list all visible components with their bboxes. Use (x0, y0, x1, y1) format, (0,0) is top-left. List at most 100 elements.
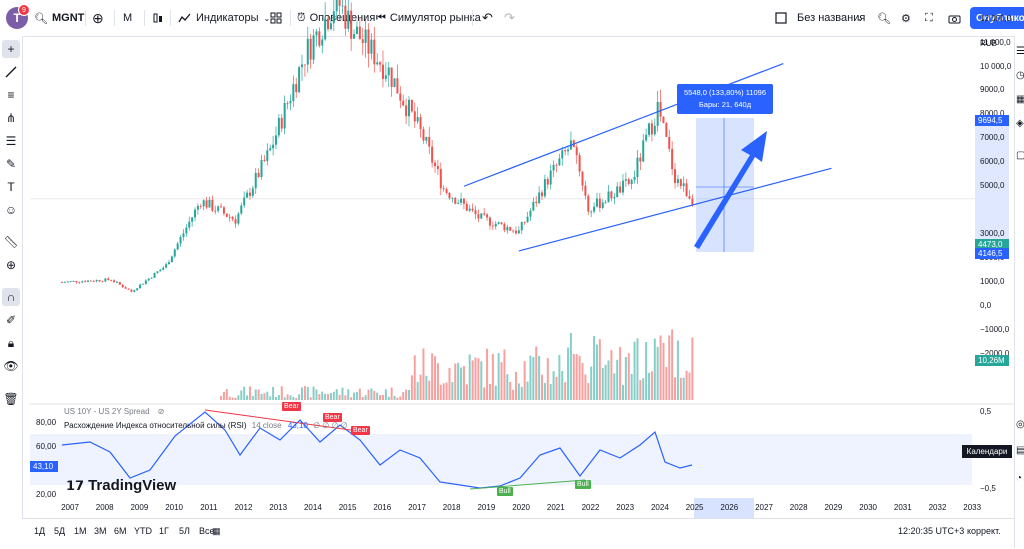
clock[interactable]: 12:20:35 UTC+3 (898, 526, 965, 536)
trash-icon[interactable]: 🗑︎ (3, 392, 19, 406)
redo-icon[interactable]: ↷ (504, 10, 515, 25)
watchlist-icon[interactable]: ☰ (1016, 46, 1024, 57)
range-button[interactable]: 1Г (159, 526, 169, 536)
candle-body (578, 155, 581, 172)
fibonacci-icon[interactable]: ☰ (5, 134, 17, 148)
candle-body (685, 183, 688, 197)
volume-bar (572, 353, 575, 400)
candle-body (167, 262, 170, 265)
volume-bar (491, 353, 494, 400)
pitchfork-icon[interactable]: ⋔ (5, 111, 17, 125)
range-button[interactable]: Все (199, 526, 215, 536)
lock-pencil-icon[interactable]: ✐ (5, 313, 17, 327)
calendar-icon[interactable]: ▤ (1016, 445, 1024, 456)
volume-bar (526, 381, 529, 400)
volume-bar (263, 393, 266, 400)
layout-name[interactable]: Без названия (797, 12, 866, 24)
layouts-grid-icon[interactable] (270, 8, 282, 28)
volume-bar (639, 380, 642, 400)
range-button[interactable]: 1М (74, 526, 87, 536)
candles-icon[interactable] (152, 8, 164, 28)
range-button[interactable]: YTD (134, 526, 152, 536)
alerts-button[interactable]: ⏰︎ Оповещения (297, 8, 375, 28)
volume-bar (422, 348, 425, 400)
emoji-icon[interactable]: ☺ (4, 203, 18, 217)
zoom-in-icon[interactable]: ⊕ (5, 258, 17, 272)
range-button[interactable]: 5Л (179, 526, 190, 536)
volume-bar (451, 382, 454, 400)
volume-bar (483, 387, 486, 400)
rsi-legend[interactable]: Расхождение Индекса относительной силы (… (64, 421, 348, 430)
eye-icon[interactable]: 👁︎ (3, 359, 19, 373)
volume-bar (220, 396, 223, 400)
channel-upper-line (463, 62, 784, 187)
candle-body (225, 213, 228, 217)
symbol-search[interactable]: 🔍︎ MGNT (34, 8, 84, 28)
interval-button[interactable]: M (123, 12, 133, 24)
volume-bar (674, 377, 677, 400)
ruler-icon[interactable]: 📏︎ (3, 235, 19, 249)
range-button[interactable]: 3М (94, 526, 107, 536)
volume-bar (546, 358, 549, 400)
fullscreen-icon[interactable] (775, 8, 787, 28)
fullscreen-expand-icon[interactable]: ⛶ (925, 11, 933, 24)
spread-legend[interactable]: US 10Y - US 2Y Spread ⊘ (64, 407, 164, 416)
layout-chevron-icon[interactable]: ⌄ (857, 13, 864, 23)
candle-body (384, 75, 387, 79)
candle-body (133, 290, 136, 292)
crosshair-icon[interactable]: + (2, 40, 20, 58)
price-axis-tick: 11 000,0 (980, 37, 1011, 47)
undo-icon[interactable]: ↶ (482, 10, 493, 25)
volume-bar (648, 372, 651, 400)
notification-bell-icon[interactable]: ◔ (1016, 473, 1023, 484)
candle-body (115, 281, 118, 283)
trend-line-icon[interactable] (2, 63, 20, 81)
volume-bar (671, 329, 674, 400)
volume-bar (442, 383, 445, 400)
date-range-calendar-icon[interactable]: ▦ (212, 526, 221, 536)
volume-bar (538, 356, 541, 400)
indicators-button[interactable]: Индикаторы ⌄ (178, 8, 270, 28)
camera-icon[interactable] (948, 8, 961, 28)
volume-bar (598, 339, 601, 400)
bear-badge: Bear (323, 413, 342, 422)
eye-off-icon[interactable]: ⊘ (157, 407, 165, 416)
candle-body (118, 281, 121, 285)
candle-body (292, 84, 295, 101)
chat-icon[interactable]: ▢ (1016, 150, 1024, 161)
horizontal-lines-icon[interactable]: ≡ (7, 88, 15, 102)
volume-bar (283, 397, 286, 400)
replay-button[interactable]: ⏮︎ Симулятор рынка (376, 8, 481, 28)
chevron-down-icon: ⌄ (263, 13, 271, 23)
quick-search-icon[interactable]: 🔍︎ (877, 12, 891, 25)
publish-button[interactable]: Опубликова (970, 7, 1024, 29)
ideas-icon[interactable]: ◎ (1016, 419, 1024, 430)
candle-body (101, 281, 104, 283)
range-button[interactable]: 1Д (34, 526, 46, 536)
volume-bar (274, 396, 277, 400)
range-button[interactable]: 6М (114, 526, 127, 536)
volume-bar (292, 396, 295, 400)
time-axis-tick: 2007 (61, 503, 79, 512)
brush-icon[interactable]: ✎ (5, 157, 17, 171)
compare-plus-icon[interactable]: ⊕ (92, 9, 104, 26)
volume-bar (656, 346, 659, 400)
candle-body (78, 282, 81, 284)
range-button[interactable]: 5Д (54, 526, 66, 536)
candle-body (254, 172, 257, 189)
magnet-icon[interactable]: ∩ (2, 288, 20, 306)
adjust-toggle[interactable]: коррект. (967, 526, 1001, 536)
candle-body (564, 150, 567, 152)
volume-bar (682, 377, 685, 400)
candle-body (546, 179, 549, 185)
lock-icon[interactable]: 🔒︎ (7, 335, 15, 350)
currency-label[interactable]: RUB (980, 39, 997, 48)
hotlist-icon[interactable]: ◈ (1016, 118, 1024, 129)
data-window-icon[interactable]: ▦ (1016, 94, 1024, 105)
text-tool-icon[interactable]: T (7, 180, 15, 194)
candle-body (75, 280, 78, 283)
alerts-clock-icon[interactable]: ◷ (1016, 70, 1024, 81)
candle-body (607, 191, 610, 203)
settings-gear-icon[interactable]: ⚙︎ (901, 12, 911, 25)
